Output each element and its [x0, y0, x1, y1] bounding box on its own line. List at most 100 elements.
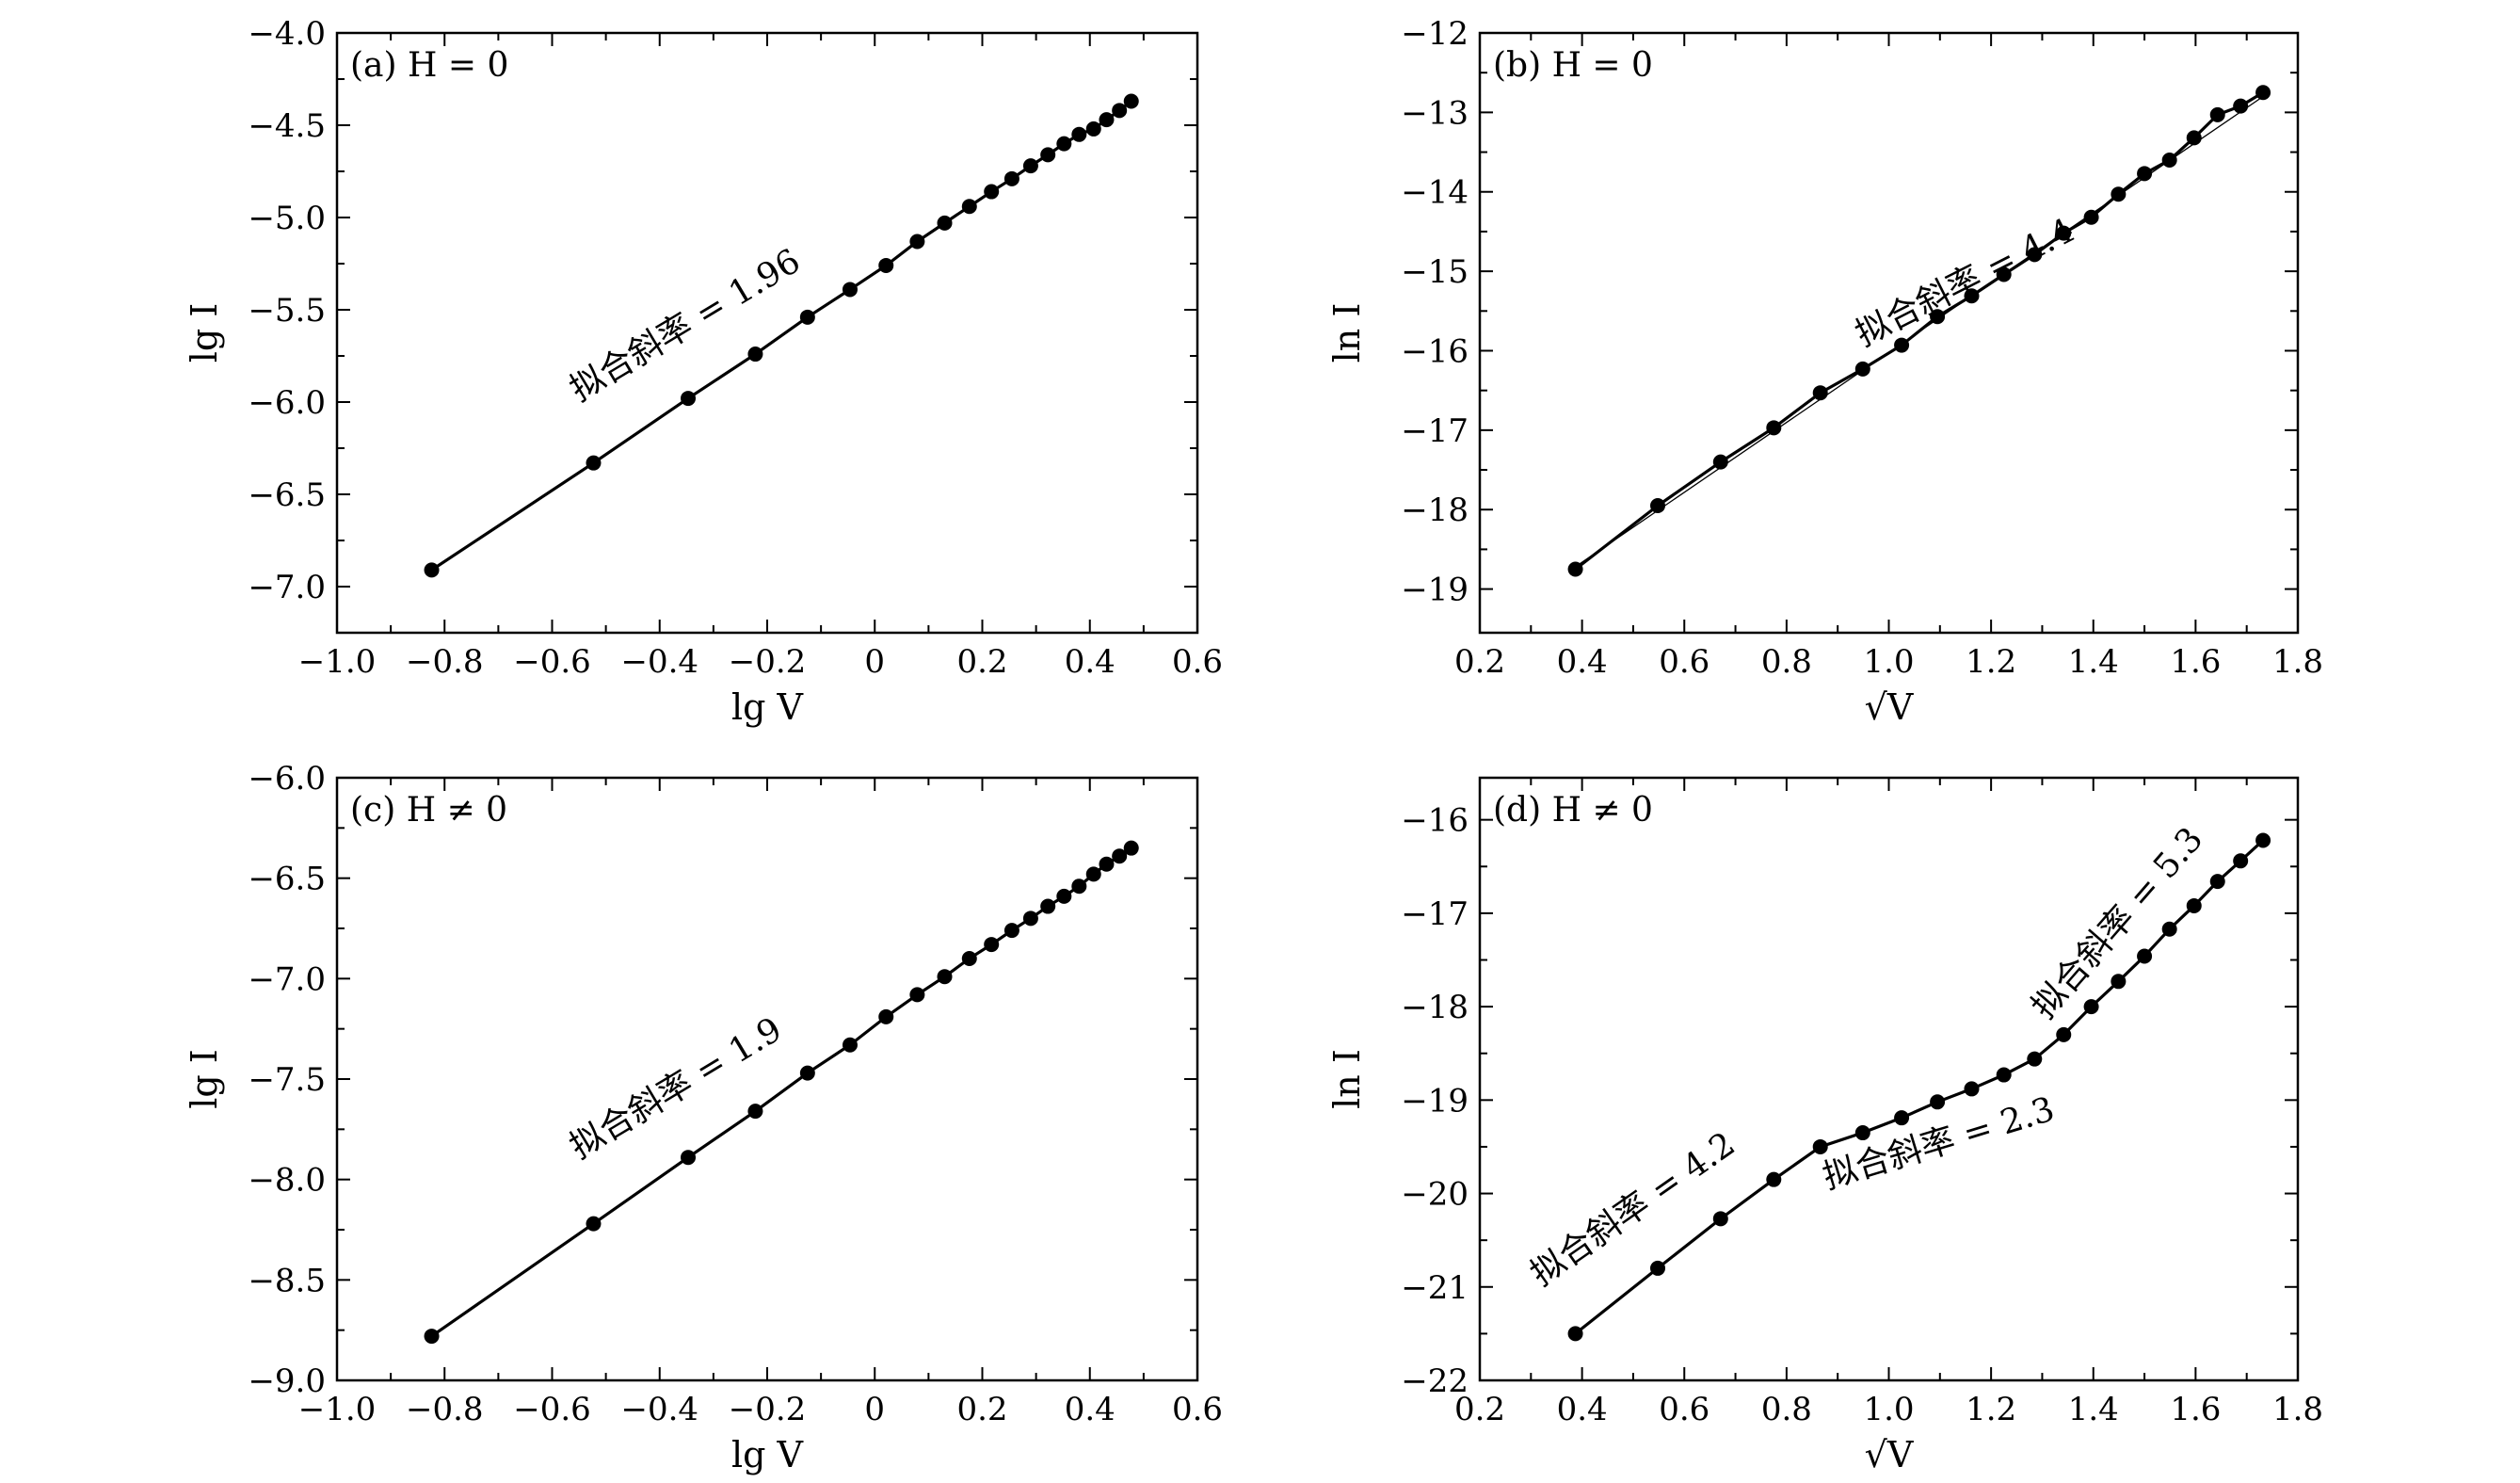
fit-slope-annotation: 拟合斜率 = 4.4 — [1850, 211, 2080, 354]
data-point — [1854, 1125, 1870, 1141]
y-tick-label: −5.0 — [248, 200, 326, 237]
data-point — [799, 309, 815, 325]
x-tick-label: −0.4 — [620, 1391, 698, 1428]
panel-label: (a) H = 0 — [350, 46, 508, 85]
x-tick-label: −0.2 — [729, 643, 807, 681]
data-point — [842, 282, 858, 298]
data-point — [1085, 866, 1101, 882]
x-tick-label: −0.2 — [729, 1391, 807, 1428]
x-tick-label: −1.0 — [298, 1391, 377, 1428]
data-point — [2111, 974, 2127, 990]
x-tick-label: 0.4 — [1557, 1391, 1608, 1428]
data-point — [1056, 136, 1072, 152]
panel-d: 0.2 0.4 0.6 0.8 1.0 1.2 1.4 1.6 1.8 −22 −21 −20 −19 −… — [1326, 776, 2323, 1475]
data-point — [2233, 853, 2249, 869]
data-point — [1567, 561, 1583, 577]
y-tick-label: −13 — [1401, 94, 1469, 132]
y-tick-label: −15 — [1401, 253, 1469, 291]
y-tick-label: −4.5 — [248, 107, 326, 145]
x-tick-label: −0.8 — [406, 1391, 484, 1428]
data-point — [1040, 898, 1056, 914]
data-point — [1099, 112, 1115, 128]
data-point — [747, 1104, 763, 1120]
data-point — [1930, 309, 1946, 325]
data-point — [1650, 1260, 1666, 1276]
x-tick-label: 0.2 — [1454, 643, 1505, 681]
panel-c: −1.0 −0.8 −0.6 −0.4 −0.2 0 0.2 0.4 0.6 −9.0 −8.5 −8… — [184, 760, 1223, 1475]
data-point — [2083, 209, 2099, 225]
data-point — [799, 1065, 815, 1081]
y-tick-label: −16 — [1401, 332, 1469, 370]
data-point — [878, 257, 894, 273]
fit-slope-annotation: 拟合斜率 = 1.96 — [564, 242, 808, 410]
data-point — [2137, 166, 2153, 182]
y-axis-label: lg I — [184, 1049, 225, 1109]
y-tick-label: −8.0 — [248, 1162, 326, 1200]
y-tick-label: −5.5 — [248, 292, 326, 330]
fit-slope-annotation: 拟合斜率 = 5.3 — [2025, 820, 2211, 1026]
x-tick-label: 1.2 — [1966, 643, 2016, 681]
data-point — [424, 562, 440, 578]
y-axis-label: lg I — [184, 303, 225, 363]
data-point — [1650, 498, 1666, 514]
y-tick-label: −14 — [1401, 174, 1469, 212]
data-point — [1071, 879, 1087, 895]
y-tick-label: −6.5 — [248, 861, 326, 898]
y-tick-label: −16 — [1401, 802, 1469, 840]
data-point — [1123, 93, 1139, 109]
x-tick-label: 1.8 — [2272, 1391, 2323, 1428]
data-point — [1812, 385, 1828, 401]
x-tick-label: −0.4 — [620, 643, 698, 681]
y-tick-label: −17 — [1401, 412, 1469, 450]
y-axis-label: ln I — [1326, 1049, 1368, 1109]
y-tick-label: −21 — [1401, 1269, 1469, 1307]
x-tick-label: 0.8 — [1761, 1391, 1812, 1428]
y-tick-label: −18 — [1401, 989, 1469, 1026]
data-point — [1964, 1081, 1980, 1097]
x-tick-label: 1.2 — [1966, 1391, 2016, 1428]
y-tick-label: −18 — [1401, 492, 1469, 529]
data-point — [2137, 948, 2153, 964]
data-point — [586, 1216, 602, 1232]
data-point — [586, 455, 602, 471]
data-point — [984, 937, 1000, 953]
panel-a: −1.0 −0.8 −0.6 −0.4 −0.2 0 0.2 0.4 0.6 −7.0 −6.5 −6… — [184, 15, 1223, 728]
x-tick-label: −0.8 — [406, 643, 484, 681]
data-point — [2161, 921, 2177, 937]
series-line — [1574, 839, 2265, 1335]
x-tick-label: 0.2 — [1454, 1391, 1505, 1428]
y-tick-label: −7.5 — [248, 1061, 326, 1099]
y-tick-label: −17 — [1401, 895, 1469, 933]
x-tick-label: 1.6 — [2170, 1391, 2221, 1428]
data-point — [1930, 1094, 1946, 1110]
data-point — [961, 951, 977, 966]
data-point — [1567, 1326, 1583, 1342]
data-point — [2209, 106, 2225, 122]
data-point — [1022, 911, 1038, 927]
x-tick-label: 0.6 — [1172, 643, 1223, 681]
y-tick-label: −22 — [1401, 1362, 1469, 1400]
plot-frame — [335, 776, 1199, 1382]
panel-b: 0.2 0.4 0.6 0.8 1.0 1.2 1.4 1.6 1.8 −19 −18 −17 −16 −… — [1326, 15, 2323, 728]
y-axis-label: ln I — [1326, 303, 1368, 363]
data-point — [1040, 147, 1056, 163]
data-point — [878, 1008, 894, 1024]
data-point — [937, 215, 953, 231]
x-tick-label: −0.6 — [513, 1391, 591, 1428]
data-point — [1766, 1171, 1782, 1187]
data-point — [1085, 121, 1101, 137]
data-point — [2255, 85, 2271, 101]
data-point — [681, 1150, 697, 1166]
data-point — [961, 199, 977, 215]
data-point — [2027, 1051, 2043, 1067]
data-point — [1003, 170, 1019, 186]
x-tick-label: 0.8 — [1761, 643, 1812, 681]
x-axis-label: lg V — [731, 1434, 804, 1475]
x-tick-label: 1.0 — [1863, 643, 1914, 681]
x-tick-label: 1.6 — [2170, 643, 2221, 681]
data-point — [1712, 1211, 1728, 1227]
y-tick-label: −9.0 — [248, 1362, 326, 1400]
x-tick-label: 0.4 — [1065, 1391, 1116, 1428]
x-axis-label: lg V — [731, 686, 804, 728]
